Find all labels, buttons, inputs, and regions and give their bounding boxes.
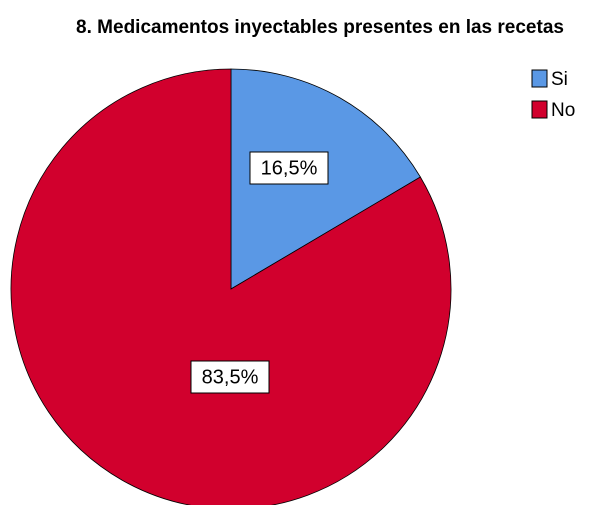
data-label: 16,5% xyxy=(261,157,318,179)
chart-title: 8. Medicamentos inyectables presentes en… xyxy=(76,17,564,38)
pie-slice xyxy=(10,68,452,505)
legend-label: No xyxy=(551,100,575,121)
legend-swatch xyxy=(531,69,548,88)
data-label: 83,5% xyxy=(202,366,259,388)
legend-swatch xyxy=(531,100,548,119)
data-label-box xyxy=(249,151,329,185)
legend-label: Si xyxy=(551,69,568,90)
data-label-box xyxy=(190,360,270,394)
